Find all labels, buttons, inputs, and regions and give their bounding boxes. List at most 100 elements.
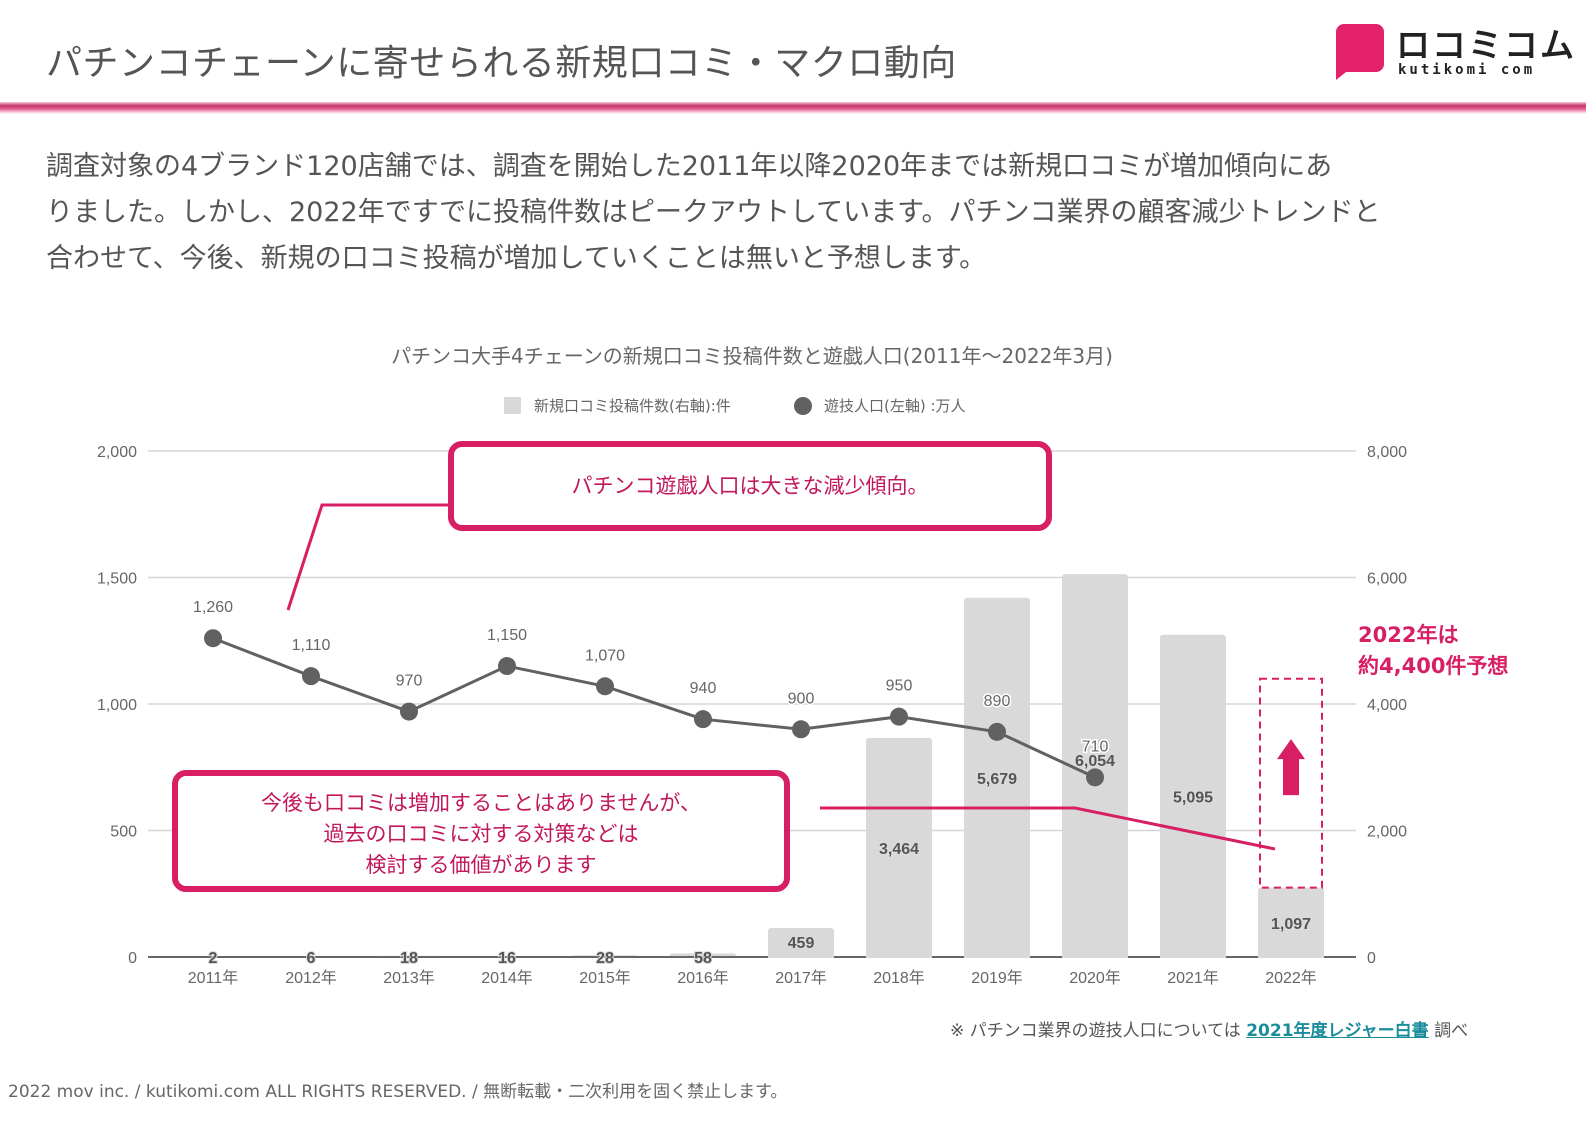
legend-bar-label: 新規口コミ投稿件数(右軸):件 <box>534 397 731 415</box>
population-line <box>212 636 1096 779</box>
bar-value-label: 6 <box>307 950 316 967</box>
population-point <box>1086 768 1104 787</box>
population-point <box>400 702 418 721</box>
bar-base-cover <box>1258 955 1324 958</box>
forecast-box <box>1259 677 1323 889</box>
bar-base-cover <box>1160 955 1226 958</box>
population-point <box>792 720 810 739</box>
right-axis-tick: 0 <box>1367 950 1376 967</box>
x-axis-category: 2018年 <box>873 969 925 987</box>
callout-line: 過去の口コミに対する対策などは <box>323 822 639 846</box>
population-label: 970 <box>396 673 423 690</box>
bar-value-label: 459 <box>788 935 815 952</box>
lead-line: 合わせて、今後、新規の口コミ投稿が増加していくことは無いと予想します。 <box>46 243 987 274</box>
legend-line-label: 遊技人口(左軸) :万人 <box>824 397 966 415</box>
bar-base-cover <box>768 955 834 958</box>
callout-line: 今後も口コミは増加することはありませんが、 <box>261 791 701 815</box>
bar-value-label: 28 <box>596 950 614 967</box>
callout-leader-bottom <box>820 806 1276 851</box>
bar-value-label: 1,097 <box>1271 916 1311 933</box>
right-axis-tick: 8,000 <box>1367 444 1407 461</box>
legend-bar-swatch <box>504 397 521 414</box>
bar <box>964 597 1030 957</box>
bar-base-cover <box>964 955 1030 958</box>
x-axis-category: 2011年 <box>188 969 238 987</box>
bar-base-cover <box>1062 955 1128 958</box>
population-label: 950 <box>886 678 913 695</box>
copyright: 2022 mov inc. / kutikomi.com ALL RIGHTS … <box>8 1082 788 1102</box>
forecast-note-line: 2022年は <box>1358 623 1459 647</box>
forecast-note: 2022年は 約4,400件予想 <box>1358 620 1508 682</box>
population-label: 890 <box>984 693 1011 710</box>
population-label: 1,150 <box>487 627 527 644</box>
x-axis-category: 2019年 <box>971 969 1023 987</box>
page-title: パチンコチェーンに寄せられる新規口コミ・マクロ動向 <box>46 43 957 84</box>
bar-value-label: 18 <box>400 950 418 967</box>
source-prefix: ※ パチンコ業界の遊技人口については <box>950 1021 1241 1041</box>
population-point <box>694 710 712 729</box>
logo-text: ロコミコム <box>1396 26 1576 66</box>
x-axis-category: 2015年 <box>579 969 631 987</box>
legend-line-swatch <box>794 397 812 415</box>
bar-value-label: 16 <box>498 950 516 967</box>
right-axis-tick: 6,000 <box>1367 571 1407 588</box>
right-axis-tick: 2,000 <box>1367 824 1407 841</box>
x-axis-category: 2022年 <box>1265 969 1317 987</box>
population-point <box>498 657 516 676</box>
bar-value-label: 5,095 <box>1173 790 1213 807</box>
source-suffix: 調べ <box>1434 1021 1469 1041</box>
forecast-note-line: 約4,400件予想 <box>1358 654 1509 678</box>
x-axis-category: 2020年 <box>1069 969 1121 987</box>
left-axis-tick: 2,000 <box>97 444 137 461</box>
population-label: 1,110 <box>292 637 331 654</box>
bar-value-label: 6,054 <box>1075 753 1115 770</box>
source-link[interactable]: 2021年度レジャー白書 <box>1246 1021 1429 1041</box>
x-axis-category: 2012年 <box>285 969 337 987</box>
left-axis-tick: 500 <box>110 824 137 841</box>
callout-future-outlook: 今後も口コミは増加することはありませんが、 過去の口コミに対する対策などは 検討… <box>172 770 790 892</box>
bar-value-label: 58 <box>694 950 712 967</box>
x-axis-category: 2021年 <box>1167 969 1219 987</box>
x-axis-category: 2016年 <box>677 969 729 987</box>
speech-bubble-icon <box>1336 24 1384 80</box>
right-axis-tick: 4,000 <box>1367 697 1407 714</box>
bar <box>1258 887 1324 957</box>
population-label: 710 <box>1082 738 1109 755</box>
up-arrow-icon <box>1277 739 1305 796</box>
left-axis-tick: 0 <box>128 950 137 967</box>
bar <box>1160 634 1226 957</box>
bar <box>1062 574 1128 957</box>
population-point <box>890 707 908 726</box>
callout-leader-top <box>286 503 448 611</box>
source-note: ※ パチンコ業界の遊技人口については 2021年度レジャー白書 調べ <box>950 1016 1468 1041</box>
population-label: 900 <box>788 690 815 707</box>
callout-population-decline: パチンコ遊戯人口は大きな減少傾向。 <box>448 441 1052 531</box>
x-axis-category: 2013年 <box>383 969 435 987</box>
population-label: 1,070 <box>585 647 625 664</box>
bar <box>866 737 932 957</box>
population-label: 940 <box>690 680 717 697</box>
left-axis-tick: 1,500 <box>97 571 137 588</box>
population-point <box>988 722 1006 741</box>
lead-line: 調査対象の4ブランド120店舗では、調査を開始した2011年以降2020年までは… <box>46 151 1333 182</box>
bar-base-cover <box>866 955 932 958</box>
x-axis-category: 2014年 <box>481 969 533 987</box>
logo[interactable]: ロコミコム kutikomi com <box>1336 24 1576 84</box>
population-point <box>302 667 320 686</box>
bar <box>768 927 834 957</box>
population-point <box>596 677 614 696</box>
bar-value-label: 5,679 <box>977 771 1017 788</box>
legend: 新規口コミ投稿件数(右軸):件 遊技人口(左軸) :万人 <box>504 397 966 415</box>
bar-value-label: 2 <box>209 950 218 967</box>
population-label: 1,260 <box>193 599 233 616</box>
population-point <box>204 629 222 648</box>
chart-title: パチンコ大手4チェーンの新規口コミ投稿件数と遊戯人口(2011年～2022年3月… <box>391 344 1113 368</box>
logo-subtext: kutikomi com <box>1398 62 1536 78</box>
bar-value-label: 3,464 <box>879 841 919 858</box>
lead-line: りました。しかし、2022年ですでに投稿件数はピークアウトしています。パチンコ業… <box>46 197 1381 228</box>
callout-line: 検討する価値があります <box>365 853 597 877</box>
lead-paragraph: 調査対象の4ブランド120店舗では、調査を開始した2011年以降2020年までは… <box>46 144 1546 282</box>
x-axis-category: 2017年 <box>775 969 827 987</box>
header-divider <box>0 102 1586 114</box>
